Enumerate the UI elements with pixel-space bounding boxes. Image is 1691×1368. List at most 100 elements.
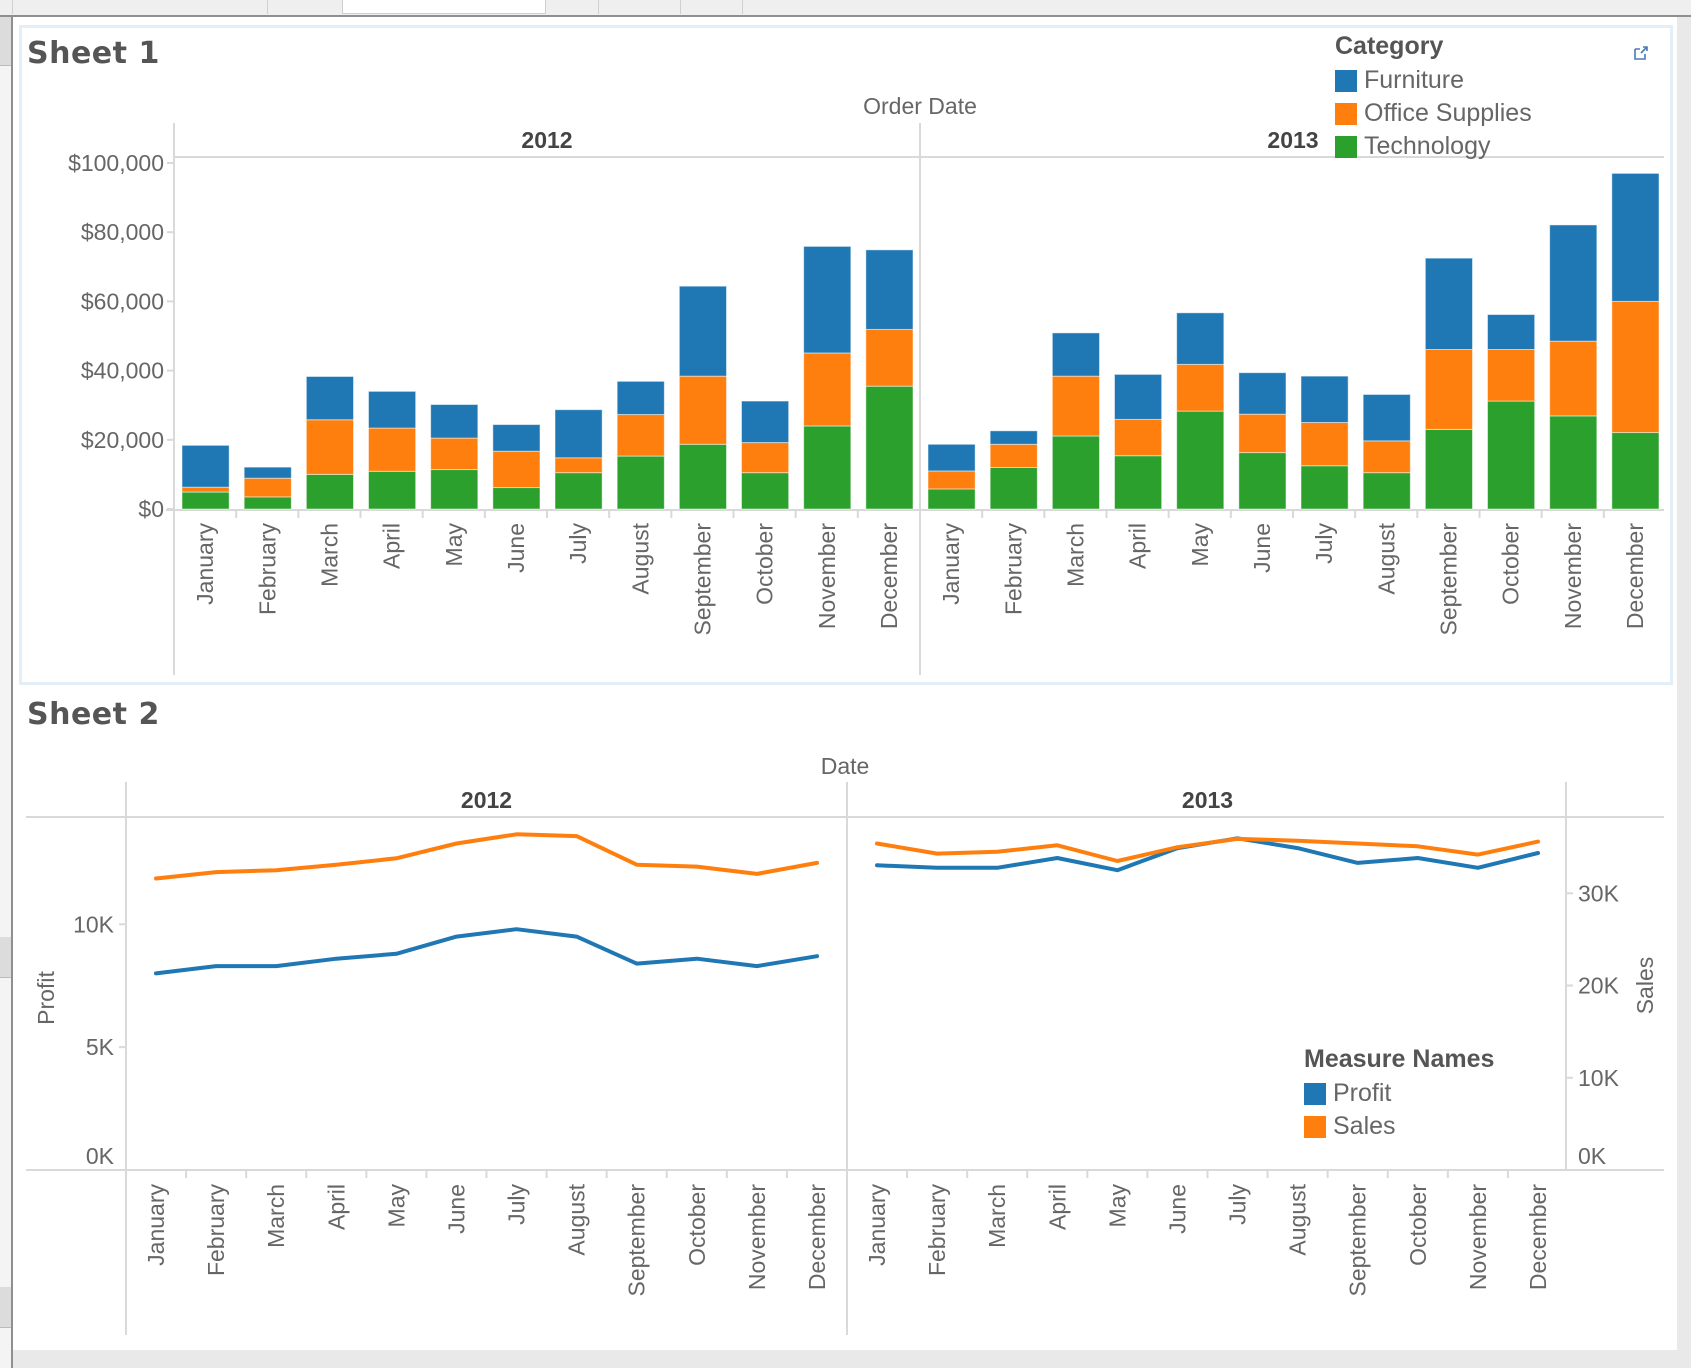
bar-segment-technology xyxy=(927,488,976,510)
legend-title: Category xyxy=(1335,32,1444,60)
x-tick-label: July xyxy=(504,1184,530,1225)
tab-active[interactable] xyxy=(342,0,546,14)
bar-segment-office-supplies xyxy=(741,442,790,474)
bar-segment-technology xyxy=(989,466,1038,510)
x-tick-label: May xyxy=(1104,1184,1130,1228)
left-panel-block[interactable] xyxy=(0,17,11,66)
x-tick-label: March xyxy=(1062,523,1088,587)
bar-segment-office-supplies xyxy=(1362,440,1411,474)
y-tick-label-right: 20K xyxy=(1578,973,1620,999)
bar-segment-furniture xyxy=(1300,375,1349,423)
left-panel-block[interactable] xyxy=(0,937,11,978)
x-tick-label: March xyxy=(263,1184,289,1248)
x-tick-label: May xyxy=(441,523,467,567)
bar-segment-technology xyxy=(1549,415,1598,510)
legend-label: Profit xyxy=(1333,1079,1392,1107)
bar-segment-technology xyxy=(1424,428,1474,510)
tab[interactable] xyxy=(598,0,599,14)
bar-segment-office-supplies xyxy=(430,437,479,471)
column-header: Order Date xyxy=(863,93,977,119)
x-tick-label: November xyxy=(1465,1184,1491,1290)
bar-segment-furniture xyxy=(1549,224,1598,342)
x-tick-label: February xyxy=(254,523,280,616)
legend-item-technology[interactable]: Technology xyxy=(1335,130,1532,163)
bar-segment-office-supplies xyxy=(492,450,541,489)
bar-segment-technology xyxy=(430,469,479,510)
scrollbar[interactable] xyxy=(1677,17,1691,1368)
x-tick-label: January xyxy=(938,523,964,605)
x-tick-label: October xyxy=(1498,523,1524,605)
bar-segment-technology xyxy=(243,496,292,510)
bar-segment-office-supplies xyxy=(616,414,665,457)
bar-segment-office-supplies xyxy=(803,352,852,427)
bar-segment-technology xyxy=(1176,410,1225,510)
x-tick-label: February xyxy=(203,1184,229,1277)
bar-segment-office-supplies xyxy=(1424,348,1474,430)
x-tick-label: May xyxy=(1187,523,1213,567)
status-bar xyxy=(13,1350,1677,1368)
bar-segment-office-supplies xyxy=(865,328,914,387)
bar-segment-office-supplies xyxy=(1549,340,1598,417)
bar-segment-office-supplies xyxy=(989,443,1038,468)
tab[interactable] xyxy=(742,0,743,14)
bar-segment-furniture xyxy=(368,390,417,429)
y-tick-label: $40,000 xyxy=(81,358,164,384)
sheet1-stacked-bar-chart: Order Date $0 $20,000 $40,000 $60,000 $80,000… xyxy=(68,93,1664,675)
tab[interactable] xyxy=(267,0,268,14)
bar-segment-office-supplies xyxy=(1300,422,1349,467)
tab-strip xyxy=(0,0,1691,17)
tab[interactable] xyxy=(12,0,13,14)
column-header: Date xyxy=(821,753,870,779)
bar-segment-furniture xyxy=(1051,332,1101,377)
bar-segment-technology xyxy=(1238,452,1287,510)
x-tick-label: April xyxy=(379,523,405,569)
bar-segment-furniture xyxy=(989,430,1038,445)
x-tick-label: December xyxy=(804,1184,830,1290)
legend-item-furniture[interactable]: Furniture xyxy=(1335,64,1532,97)
legend-swatch xyxy=(1304,1115,1326,1138)
x-tick-label: October xyxy=(1405,1184,1431,1266)
bar-segment-furniture xyxy=(1238,372,1287,415)
external-link-icon[interactable] xyxy=(1633,45,1649,61)
x-tick-label: October xyxy=(752,523,778,605)
bar-segment-office-supplies xyxy=(554,457,603,474)
bar-segment-technology xyxy=(1300,465,1349,510)
bar-segment-office-supplies xyxy=(368,427,417,472)
pane-year-label: 2013 xyxy=(1267,127,1318,153)
bar-segment-furniture xyxy=(741,400,790,444)
tab[interactable] xyxy=(680,0,681,14)
bar-segment-office-supplies xyxy=(1611,300,1660,434)
y-tick-label-right: 0K xyxy=(1578,1143,1607,1169)
bar-segment-furniture xyxy=(243,466,292,479)
legend-item-office-supplies[interactable]: Office Supplies xyxy=(1335,97,1532,130)
bar-segment-office-supplies xyxy=(1238,413,1287,454)
bar-segment-furniture xyxy=(616,380,665,416)
legend-item-profit[interactable]: Profit xyxy=(1304,1077,1494,1110)
x-tick-label: November xyxy=(1560,523,1586,629)
y-tick-label: $0 xyxy=(138,496,164,522)
left-panel-block[interactable] xyxy=(0,1287,11,1328)
bar-segment-office-supplies xyxy=(243,477,292,498)
bar-segment-furniture xyxy=(305,375,355,421)
x-tick-label: October xyxy=(684,1184,710,1266)
legend-label: Technology xyxy=(1364,132,1491,160)
x-tick-label: November xyxy=(744,1184,770,1290)
legend-label: Furniture xyxy=(1364,66,1465,94)
x-tick-label: December xyxy=(876,523,902,629)
x-tick-label: April xyxy=(1044,1184,1070,1230)
x-tick-label: June xyxy=(1249,523,1275,573)
x-tick-label: August xyxy=(627,522,653,594)
x-tick-label: September xyxy=(689,523,715,636)
bar-segment-furniture xyxy=(927,443,976,472)
x-tick-label: July xyxy=(1225,1184,1251,1225)
y-tick-label-left: 0K xyxy=(86,1143,115,1169)
bar-segment-furniture xyxy=(1611,172,1660,302)
x-tick-label: September xyxy=(624,1184,650,1297)
x-tick-label: January xyxy=(143,1184,169,1266)
y-tick-label: $100,000 xyxy=(68,150,164,176)
y-axis-title-right: Sales xyxy=(1632,957,1658,1015)
bar-segment-technology xyxy=(741,472,790,510)
y-tick-label: $80,000 xyxy=(81,219,164,245)
bar-segment-technology xyxy=(865,385,914,510)
legend-item-sales[interactable]: Sales xyxy=(1304,1110,1494,1143)
